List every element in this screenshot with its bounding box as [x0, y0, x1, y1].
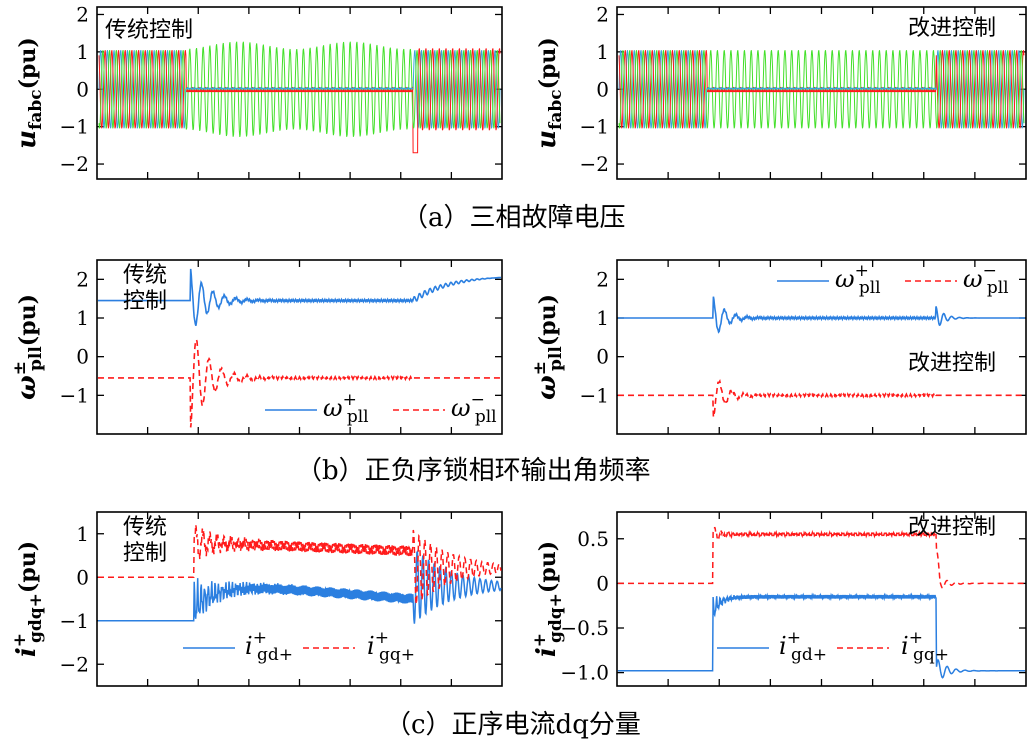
legend-label-omega-minus: ω− pll	[451, 390, 497, 427]
y-tick-label: −2	[580, 152, 609, 176]
y-tick-label: −1	[580, 115, 609, 139]
panel-annotation: 传统	[123, 263, 167, 288]
series-omega-minus	[98, 337, 501, 428]
legend-label-i-gq: i+ gq+	[367, 628, 415, 665]
y-tick-label: 0	[76, 77, 89, 101]
y-tick-label: 0	[76, 345, 89, 369]
legend-label-omega-plus: ω+ pll	[323, 390, 369, 427]
legend-label-i-gd: i+ gd+	[779, 628, 827, 665]
panel-annotation: 改进控制	[908, 16, 996, 41]
series-i-gd	[98, 549, 502, 624]
y-tick-label: 1	[596, 40, 609, 64]
series-i-gq	[98, 524, 502, 605]
y-tick-label: 2	[596, 2, 609, 26]
y-tick-label: −2	[60, 152, 89, 176]
y-tick-label: 2	[76, 267, 89, 291]
panel-a-left: −2 −1 0 1 2 ufabc(pu) 传统控制	[12, 2, 503, 180]
legend-label-i-gd: i+ gd+	[245, 628, 293, 665]
y-tick-label: 1	[76, 40, 89, 64]
y-tick-label: 0	[596, 345, 609, 369]
caption-a: （a）三相故障电压	[402, 203, 626, 233]
series-i-gq	[618, 526, 1025, 589]
y-tick-label: −1.0	[560, 661, 609, 685]
y-axis-label: ufabc(pu)	[532, 37, 566, 149]
panel-b-left: −1 0 1 2 ω±pll(pu) 传统控制 ω+ pll ω− pll	[10, 259, 503, 435]
caption-c: （c）正序电流dq分量	[385, 710, 641, 740]
y-tick-label: −1	[60, 383, 89, 407]
legend-label-i-gq: i+ gq+	[901, 628, 949, 665]
series-i-gd	[618, 592, 1025, 679]
series-omega-minus	[618, 379, 1025, 418]
panel-annotation: 传统	[123, 515, 167, 540]
panel-c-left: −2 −1 0 1 i+gdq+(pu) i+ gd+ i+ gq+ 传统控制	[10, 511, 503, 687]
series-u_b	[618, 50, 1025, 129]
y-tick-label: −1	[60, 609, 89, 633]
y-axis-label: ufabc(pu)	[12, 37, 46, 149]
panel-annotation: 控制	[123, 289, 167, 314]
panel-annotation: 改进控制	[908, 515, 996, 540]
y-tick-label: 1	[76, 306, 89, 330]
panel-annotation: 控制	[123, 541, 167, 566]
y-tick-label: −2	[60, 652, 89, 676]
y-tick-label: 1	[596, 306, 609, 330]
y-tick-label: −1	[580, 383, 609, 407]
panel-b-right: −1 0 1 2 ω±pll(pu) 改进控制 ω+ pll ω− pll	[530, 259, 1027, 435]
y-axis-label: ω±pll(pu)	[530, 294, 566, 400]
series-omega-plus	[618, 296, 1025, 334]
panel-annotation: 传统控制	[105, 18, 193, 43]
panel-annotation: 改进控制	[908, 351, 996, 376]
y-tick-label: −0.5	[560, 616, 609, 640]
series-u_a	[618, 50, 1025, 129]
y-tick-label: 0.5	[577, 527, 609, 551]
series-u_c	[98, 41, 501, 137]
y-tick-label: 0	[76, 565, 89, 589]
series-u_b	[98, 48, 501, 154]
y-tick-label: 0	[596, 77, 609, 101]
panel-c-right: −1.0 −0.5 0 0.5 i+gdq+(pu) i+ gd+ i+ gq+ 改进控制	[530, 511, 1027, 687]
y-axis-label: i+gdq+(pu)	[10, 541, 46, 657]
panel-a-right: −2 −1 0 1 2 ufabc(pu) 改进控制	[532, 2, 1027, 180]
y-tick-label: 2	[76, 2, 89, 26]
y-tick-label: 0	[596, 571, 609, 595]
y-tick-label: 1	[76, 522, 89, 546]
y-tick-label: −1	[60, 115, 89, 139]
series-u_c	[618, 50, 1025, 129]
y-axis-label: i+gdq+(pu)	[530, 541, 566, 657]
y-axis-label: ω±pll(pu)	[10, 294, 46, 400]
legend-label-omega-plus: ω+ pll	[835, 261, 881, 298]
series-u_a	[98, 50, 501, 129]
series-omega-plus	[98, 268, 501, 326]
y-tick-label: 2	[596, 267, 609, 291]
caption-b: （b）正负序锁相环输出角频率	[296, 456, 651, 486]
legend-label-omega-minus: ω− pll	[963, 261, 1009, 298]
